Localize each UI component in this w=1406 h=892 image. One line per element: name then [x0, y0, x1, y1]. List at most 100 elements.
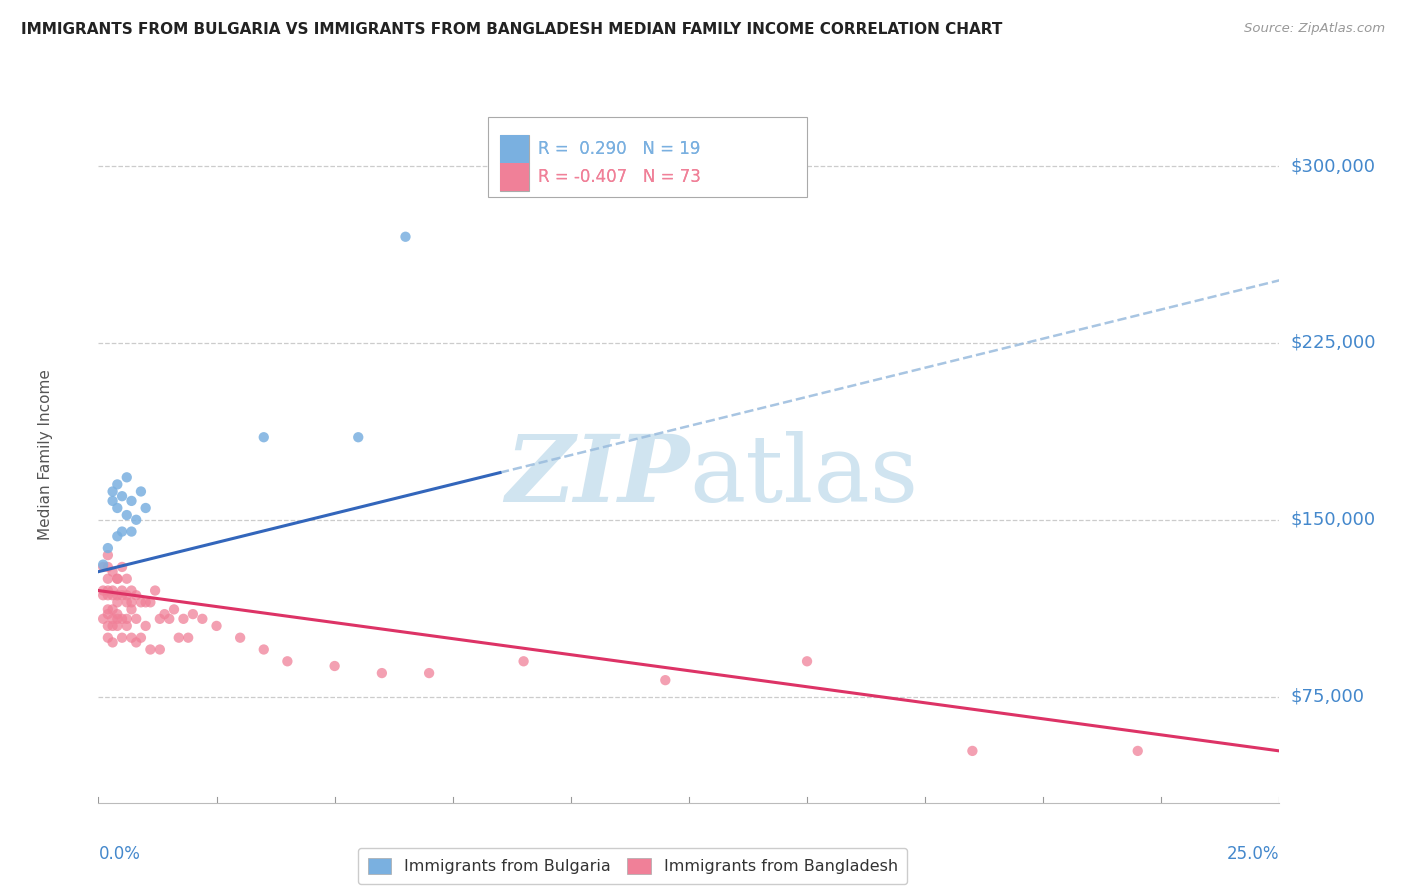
- Point: [135, 500, 157, 515]
- Point: [125, 588, 148, 602]
- Point: [91, 558, 114, 572]
- Point: [512, 654, 534, 668]
- Point: [105, 572, 128, 586]
- Point: [418, 666, 440, 681]
- Point: [111, 631, 134, 645]
- Text: $300,000: $300,000: [1291, 157, 1375, 175]
- FancyBboxPatch shape: [501, 135, 530, 162]
- Point: [167, 631, 190, 645]
- Point: [97, 602, 120, 616]
- Point: [129, 484, 152, 499]
- Point: [101, 619, 124, 633]
- Text: atlas: atlas: [689, 431, 918, 521]
- Point: [91, 612, 114, 626]
- Point: [91, 588, 114, 602]
- Text: 0.0%: 0.0%: [98, 845, 141, 863]
- Point: [115, 470, 138, 484]
- Point: [139, 642, 162, 657]
- Point: [97, 560, 120, 574]
- Point: [191, 612, 214, 626]
- Point: [135, 595, 157, 609]
- Point: [172, 612, 194, 626]
- Point: [135, 619, 157, 633]
- Point: [276, 654, 298, 668]
- Point: [111, 560, 134, 574]
- Point: [205, 619, 228, 633]
- Point: [153, 607, 176, 621]
- Point: [105, 588, 128, 602]
- Point: [347, 430, 370, 444]
- Point: [111, 583, 134, 598]
- Point: [139, 595, 162, 609]
- Point: [105, 619, 128, 633]
- Text: R = -0.407   N = 73: R = -0.407 N = 73: [537, 168, 700, 186]
- Point: [121, 494, 143, 508]
- Point: [143, 583, 166, 598]
- Text: Median Family Income: Median Family Income: [38, 369, 53, 541]
- Point: [115, 612, 138, 626]
- Point: [394, 229, 416, 244]
- Point: [105, 572, 128, 586]
- Point: [121, 602, 143, 616]
- Point: [129, 631, 152, 645]
- Point: [105, 612, 128, 626]
- Point: [91, 560, 114, 574]
- FancyBboxPatch shape: [501, 162, 530, 191]
- Text: $225,000: $225,000: [1291, 334, 1376, 351]
- Text: R =  0.290   N = 19: R = 0.290 N = 19: [537, 140, 700, 158]
- Text: IMMIGRANTS FROM BULGARIA VS IMMIGRANTS FROM BANGLADESH MEDIAN FAMILY INCOME CORR: IMMIGRANTS FROM BULGARIA VS IMMIGRANTS F…: [21, 22, 1002, 37]
- Point: [105, 477, 128, 491]
- Point: [177, 631, 200, 645]
- Point: [91, 583, 114, 598]
- Point: [121, 631, 143, 645]
- FancyBboxPatch shape: [488, 118, 807, 197]
- Text: Source: ZipAtlas.com: Source: ZipAtlas.com: [1244, 22, 1385, 36]
- Text: $75,000: $75,000: [1291, 688, 1365, 706]
- Point: [125, 635, 148, 649]
- Point: [105, 529, 128, 543]
- Text: ZIP: ZIP: [505, 431, 689, 521]
- Point: [253, 642, 276, 657]
- Point: [97, 631, 120, 645]
- Point: [125, 612, 148, 626]
- Point: [97, 583, 120, 598]
- Point: [115, 508, 138, 522]
- Point: [654, 673, 676, 688]
- Point: [115, 619, 138, 633]
- Point: [105, 500, 128, 515]
- Point: [101, 588, 124, 602]
- Point: [101, 635, 124, 649]
- Point: [371, 666, 394, 681]
- Point: [111, 612, 134, 626]
- Point: [1126, 744, 1149, 758]
- Text: R =  0.290   N = 19: R = 0.290 N = 19: [537, 140, 700, 158]
- Point: [101, 565, 124, 579]
- Point: [101, 583, 124, 598]
- Point: [97, 588, 120, 602]
- Point: [115, 572, 138, 586]
- Point: [149, 642, 172, 657]
- Point: [101, 612, 124, 626]
- Point: [101, 484, 124, 499]
- Point: [229, 631, 252, 645]
- Point: [121, 524, 143, 539]
- Point: [101, 494, 124, 508]
- Point: [111, 588, 134, 602]
- Point: [115, 588, 138, 602]
- Point: [796, 654, 818, 668]
- Point: [157, 612, 180, 626]
- FancyBboxPatch shape: [501, 162, 530, 191]
- Point: [129, 595, 152, 609]
- Point: [97, 607, 120, 621]
- Point: [97, 619, 120, 633]
- Point: [97, 541, 120, 555]
- FancyBboxPatch shape: [501, 135, 530, 162]
- Point: [97, 572, 120, 586]
- Point: [111, 489, 134, 503]
- Point: [149, 612, 172, 626]
- Point: [105, 607, 128, 621]
- Text: $150,000: $150,000: [1291, 511, 1375, 529]
- Point: [163, 602, 186, 616]
- Point: [323, 659, 346, 673]
- Text: R = -0.407   N = 73: R = -0.407 N = 73: [537, 168, 700, 186]
